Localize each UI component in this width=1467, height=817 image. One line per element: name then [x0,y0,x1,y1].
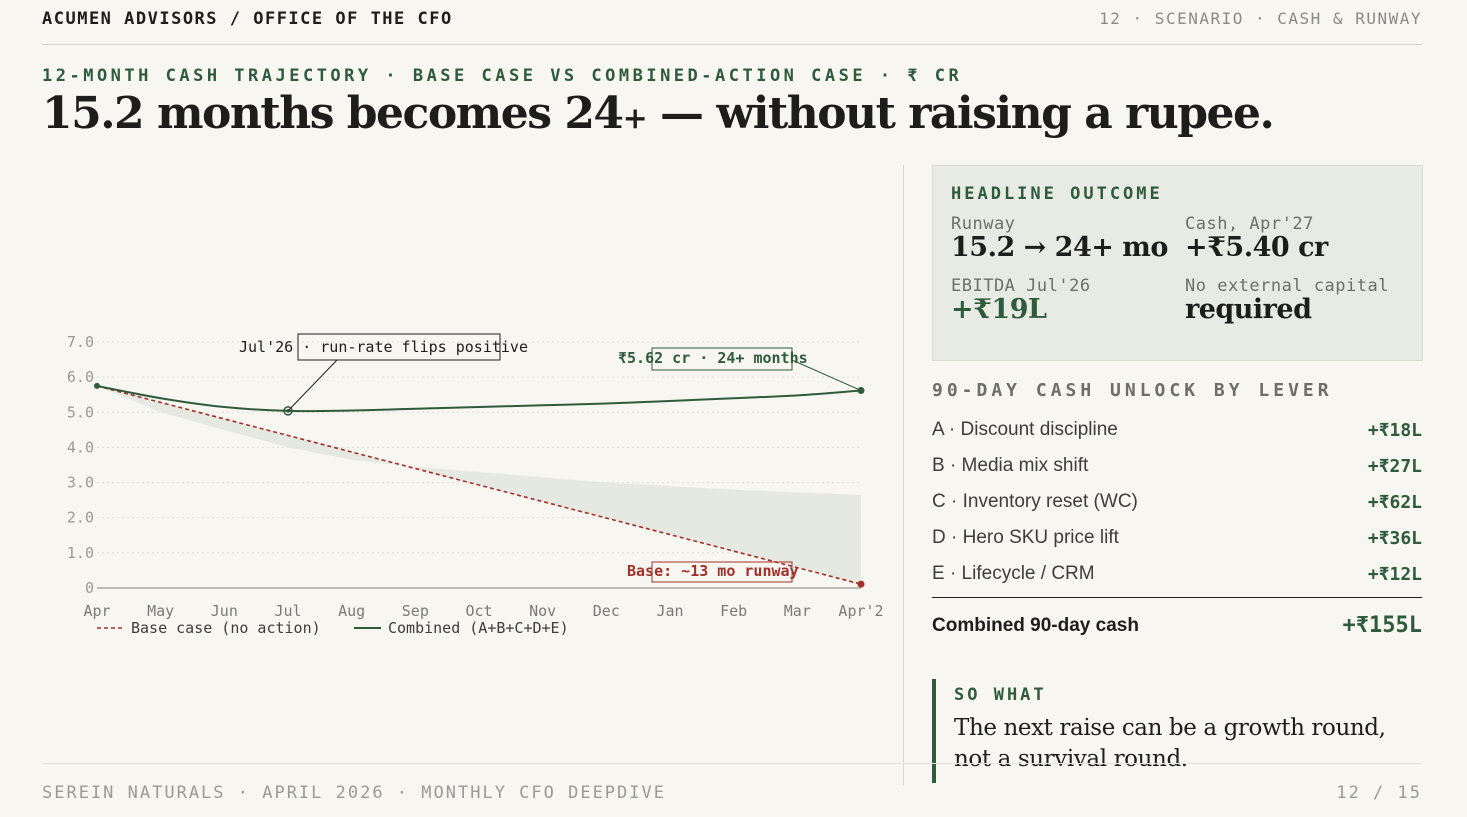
x-tick-label: Jan [656,602,683,620]
y-tick-label: 5.0 [67,403,94,421]
inflection-point [283,406,293,416]
lever-amount: +₹36L [1367,527,1422,549]
x-tick-label: Feb [720,602,747,620]
base-end-point [857,580,865,588]
total-amount: +₹155L [1342,613,1422,638]
outcome-item: Runway 15.2 → 24+ mo [951,214,1185,262]
outcome-label: Runway [951,214,1016,234]
lever-label: A · Discount discipline [932,419,1118,440]
legend-label-base: Base case (no action) [131,619,321,637]
x-tick-label: Aug [338,602,365,620]
annotation-inflection: Jul'26 · run-rate flips positive [239,338,528,356]
x-tick-label: Nov [529,602,556,620]
lever-row: D · Hero SKU price lift +₹36L [932,520,1422,556]
footer-left: SEREIN NATURALS · APRIL 2026 · MONTHLY C… [42,783,666,803]
chart-kicker: 12-MONTH CASH TRAJECTORY · BASE CASE VS … [42,66,963,86]
lever-total-row: Combined 90-day cash +₹155L [932,597,1422,649]
outcome-label: Cash, Apr'27 [1185,214,1314,234]
annotation-combined-end: ₹5.62 cr · 24+ months [618,349,808,367]
vertical-divider [903,165,904,785]
combined-line [96,384,862,413]
lever-amount: +₹18L [1367,419,1422,441]
lever-amount: +₹12L [1367,563,1422,585]
outcome-grid: Runway 15.2 → 24+ mo Cash, Apr'27 +₹5.40 cr… [951,214,1404,324]
annotation-leader [791,359,862,391]
lever-label: D · Hero SKU price lift [932,527,1119,548]
headline-rest: — without raising a rupee. [646,88,1275,139]
y-tick-label: 3.0 [67,474,94,492]
so-what-text: The next raise can be a growth round, no… [954,715,1386,772]
y-tick-label: 0 [85,579,94,597]
outcome-title: HEADLINE OUTCOME [951,184,1163,204]
so-what-callout: SO WHAT The next raise can be a growth r… [932,679,1422,783]
annotation-base-end: Base: ~13 mo runway [627,562,799,580]
lever-amount: +₹27L [1367,455,1422,477]
x-tick-label: Oct [465,602,492,620]
page-number: 12 / 15 [1336,783,1422,803]
start-point [94,382,100,389]
lever-row: E · Lifecycle / CRM +₹12L [932,556,1422,592]
page-headline: 15.2 months becomes 24+ — without raisin… [42,88,1275,139]
x-tick-label: Dec [593,602,620,620]
x-tick-label: Sep [402,602,429,620]
top-bar: ACUMEN ADVISORS / OFFICE OF THE CFO 12 ·… [42,9,1422,45]
lever-row: B · Media mix shift +₹27L [932,448,1422,484]
so-what-title: SO WHAT [954,685,1047,705]
lever-amount: +₹62L [1367,491,1422,513]
y-tick-label: 7.0 [67,333,94,351]
lever-list: A · Discount discipline +₹18L B · Media mi… [932,412,1422,592]
chart-svg: 0 1.0 2.0 3.0 4.0 5.0 6.0 7.0 Apr May Jun Jul Aug Sep… [67,333,884,637]
x-tick-label: Jun [211,602,238,620]
base-case-line [96,385,862,585]
y-tick-label: 2.0 [67,509,94,527]
x-tick-label: Mar [784,602,811,620]
x-tick-label: Apr'2 [838,602,883,620]
lever-title: 90-DAY CASH UNLOCK BY LEVER [932,380,1333,401]
x-tick-label: Jul [274,602,301,620]
y-tick-label: 1.0 [67,544,94,562]
x-tick-label: May [147,602,174,620]
lever-label: B · Media mix shift [932,455,1089,476]
lever-row: C · Inventory reset (WC) +₹62L [932,484,1422,520]
outcome-item: Cash, Apr'27 +₹5.40 cr [1185,214,1419,262]
annotation-leader [287,359,338,412]
x-tick-label: Apr [83,602,110,620]
y-tick-label: 4.0 [67,438,94,456]
headline-outcome-card: HEADLINE OUTCOME Runway 15.2 → 24+ mo Cash… [932,165,1423,361]
section-label: 12 · SCENARIO · CASH & RUNWAY [1099,9,1422,28]
footer: SEREIN NATURALS · APRIL 2026 · MONTHLY C… [42,763,1422,803]
y-tick-label: 6.0 [67,368,94,386]
headline-main: 15.2 months becomes 24 [42,88,624,139]
outcome-item: No external capital required [1185,276,1419,324]
lever-label: C · Inventory reset (WC) [932,491,1138,512]
outcome-value: 15.2 → 24+ mo [951,232,1168,263]
brand-title: ACUMEN ADVISORS / OFFICE OF THE CFO [42,9,453,29]
lever-label: E · Lifecycle / CRM [932,563,1095,584]
total-label: Combined 90-day cash [932,614,1139,636]
outcome-value: required [1185,294,1312,325]
outcome-value: +₹19L [951,294,1047,325]
cash-trajectory-chart: 0 1.0 2.0 3.0 4.0 5.0 6.0 7.0 Apr May Jun Jul Aug Sep… [42,320,884,650]
annotation-box [651,347,793,371]
lever-row: A · Discount discipline +₹18L [932,412,1422,448]
outcome-label: EBITDA Jul'26 [951,276,1091,296]
outcome-item: EBITDA Jul'26 +₹19L [951,276,1185,324]
annotation-box [297,333,501,361]
annotation-box [651,561,793,583]
outcome-value: +₹5.40 cr [1185,232,1328,263]
headline-plus: + [622,101,648,136]
outcome-label: No external capital [1185,276,1389,296]
legend-label-combined: Combined (A+B+C+D+E) [388,619,569,637]
